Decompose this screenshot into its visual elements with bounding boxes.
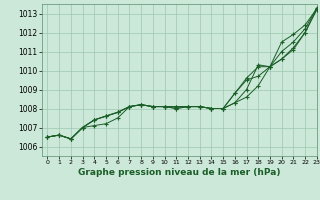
- X-axis label: Graphe pression niveau de la mer (hPa): Graphe pression niveau de la mer (hPa): [78, 168, 280, 177]
